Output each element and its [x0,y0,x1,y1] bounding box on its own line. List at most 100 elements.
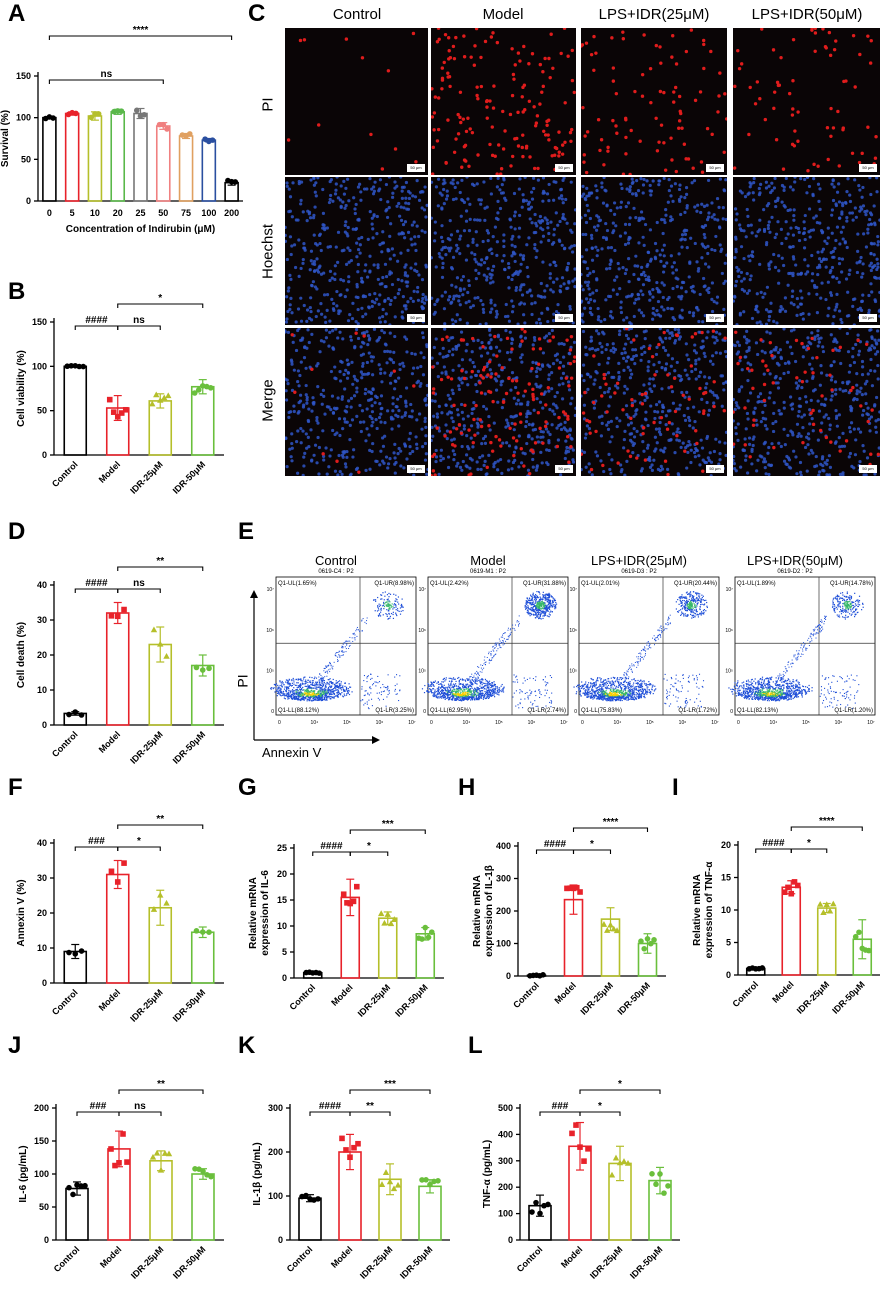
significance-label: **** [133,25,149,36]
bar [42,116,57,202]
significance-bracket [579,1089,661,1094]
micrograph-cells [581,28,727,175]
data-point [73,110,79,117]
y-tick-label: 20 [721,840,731,850]
y-axis-label: Relative mRNA [248,877,259,949]
data-point [573,1122,579,1128]
data-point [193,928,200,934]
category-label: Model [97,987,122,1012]
data-point [207,385,214,391]
flow-x-tick: 10⁴ [463,720,471,726]
category-label: IDR-50μM [171,1244,207,1280]
data-point [391,916,398,922]
category-label: 200 [224,208,239,218]
data-point [856,929,862,936]
y-tick-label: 100 [16,113,31,123]
significance-bracket [579,1111,621,1116]
bar [155,125,171,202]
data-point [118,410,125,416]
data-point [199,667,206,673]
significance-label: ns [133,578,145,589]
significance-bracket [309,1111,351,1116]
significance-bracket [74,588,119,593]
bar [190,931,215,984]
significance-label: #### [85,578,108,589]
y-tick-label: 500 [498,1103,513,1113]
flow-y-tick: 10⁵ [725,668,733,674]
bar [105,873,130,984]
data-point [624,1160,632,1166]
data-point [199,929,206,935]
bar [201,139,217,202]
quadrant-label: Q1-UR(14.78%) [830,581,873,587]
scale-bar: 50 μm [859,314,877,322]
data-point [817,901,824,907]
significance-bracket [117,566,204,571]
significance-label: **** [603,817,619,828]
data-point [419,936,425,942]
data-point [585,1146,591,1152]
flow-ylabel: PI [234,674,251,688]
y-tick-label: 40 [37,838,47,848]
flow-y-tick: 10⁷ [267,587,275,593]
significance-bracket [349,851,389,856]
category-label: IDR-25μM [356,982,392,1018]
panel-label-d: D [8,518,26,545]
significance-bracket [117,303,204,308]
y-axis-label: TNF-α (pg/mL) [482,1140,493,1208]
data-point [108,613,115,619]
data-point [641,945,648,952]
micrograph-cells [285,328,428,476]
y-tick-label: 200 [268,1147,283,1157]
data-point [66,711,72,718]
data-point [661,1190,667,1196]
y-tick-label: 200 [34,1103,49,1113]
panel-label-g: G [238,774,257,801]
data-point [382,1169,390,1175]
significance-label: #### [320,841,343,852]
bar [149,1160,173,1241]
data-point [149,1153,157,1160]
micrograph-hoechst-2: 50 μm [581,177,727,325]
data-point [50,115,56,121]
category-label: IDR-50μM [171,987,207,1023]
data-point [612,1154,620,1161]
y-tick-label: 10 [37,685,47,695]
category-label: 100 [201,208,216,218]
category-label: IDR-25μM [795,979,831,1015]
data-point [545,1201,551,1208]
x-axis-label: Concentration of Indirubin (μM) [66,224,215,235]
data-point [66,1184,72,1191]
significance-label: #### [319,1101,342,1112]
data-point [114,879,121,885]
micrograph-merge-0: 50 μm [285,328,428,476]
y-tick-label: 100 [498,1209,513,1219]
category-label: IDR-25μM [128,729,164,765]
y-tick-label: 50 [39,1202,49,1212]
y-axis-label: Cell viability (%) [16,350,27,427]
quadrant-label: Q1-LL(82.13%) [737,708,778,714]
data-point [112,1162,118,1169]
significance-bracket [118,1111,162,1116]
panel-label-e: E [238,518,255,545]
y-tick-label: 20 [37,908,47,918]
panel-label-i: I [672,774,679,801]
category-label: Control [285,1244,315,1274]
flow-y-tick: 10⁷ [570,587,578,593]
category-label: IDR-50μM [171,459,207,495]
significance-bracket [790,848,828,853]
data-point [823,901,830,908]
flow-subtitle: 0619-D3 : P2 [621,569,657,575]
data-point [533,1199,539,1206]
significance-label: * [590,839,594,850]
flow-y-tick: 10⁶ [569,628,577,634]
y-tick-label: 0 [282,973,287,983]
bar [781,886,802,976]
category-label: Control [515,1244,545,1274]
flow-x-tick: 0 [430,720,433,726]
data-point [72,709,79,715]
scale-bar: 50 μm [407,465,425,473]
data-point [157,396,164,403]
data-point [108,1146,114,1152]
